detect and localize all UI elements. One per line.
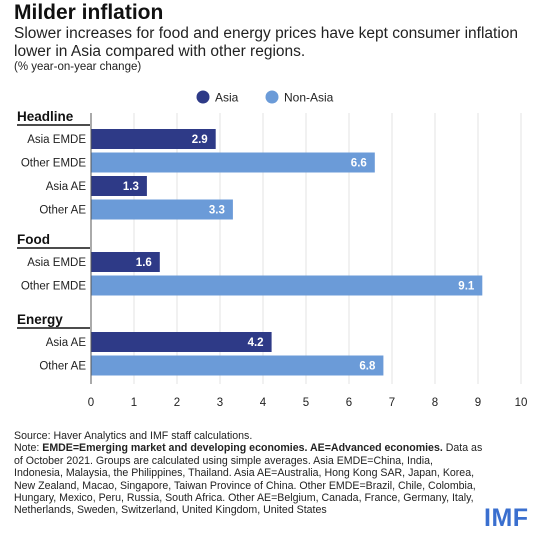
- x-tick-label: 7: [389, 397, 395, 409]
- bar-food-asia-emde: [91, 252, 160, 272]
- legend-label-non-asia: Non-Asia: [284, 91, 334, 105]
- category-label: Asia EMDE: [27, 257, 86, 269]
- data-label: 3.3: [209, 205, 225, 217]
- imf-logo: IMF: [484, 504, 529, 532]
- x-tick-label: 8: [432, 397, 438, 409]
- bar-chart: Asia Non-Asia Headline Asia EMDE 2.9 Other EM…: [17, 90, 528, 409]
- note-text: Note: EMDE=Emerging market and developin…: [14, 442, 484, 516]
- category-label: Other EMDE: [21, 281, 87, 293]
- data-label: 9.1: [458, 281, 475, 293]
- x-tick-label: 2: [174, 397, 180, 409]
- category-label: Other AE: [39, 205, 86, 217]
- bar-energy-other-ae: [91, 355, 384, 376]
- legend-marker-asia: [196, 90, 210, 104]
- data-label: 6.8: [359, 361, 376, 373]
- chart-footer: Source: Haver Analytics and IMF staff ca…: [14, 430, 484, 517]
- category-label: Asia AE: [46, 337, 87, 349]
- x-tick-label: 4: [260, 397, 267, 409]
- category-label: Asia EMDE: [27, 134, 86, 146]
- chart-subtitle: Slower increases for food and energy pri…: [14, 25, 519, 60]
- group-label-food: Food: [17, 232, 50, 247]
- x-tick-label: 5: [303, 397, 309, 409]
- category-label: Other EMDE: [21, 158, 87, 170]
- x-tick-label: 0: [88, 397, 94, 409]
- chart-title: Milder inflation: [14, 1, 164, 24]
- data-label: 4.2: [248, 337, 264, 349]
- x-tick-label: 9: [475, 397, 481, 409]
- bar-headline-asia-emde: [91, 129, 216, 149]
- bar-headline-other-ae: [91, 199, 233, 220]
- legend-marker-non-asia: [265, 90, 279, 104]
- x-tick-label: 6: [346, 397, 352, 409]
- category-label: Asia AE: [46, 181, 87, 193]
- bar-headline-other-emde: [91, 152, 375, 173]
- source-note: Source: Haver Analytics and IMF staff ca…: [14, 430, 253, 442]
- x-tick-label: 3: [217, 397, 223, 409]
- data-label: 1.3: [123, 181, 139, 193]
- category-label: Other AE: [39, 361, 86, 373]
- legend-label-asia: Asia: [215, 91, 239, 105]
- bar-headline-asia-ae: [91, 176, 147, 196]
- note-details: Data as of October 2021. Groups are calc…: [14, 442, 483, 517]
- group-label-headline: Headline: [17, 109, 74, 124]
- bar-food-other-emde: [91, 275, 483, 296]
- unit-label: (% year-on-year change): [14, 61, 142, 73]
- x-tick-label: 10: [515, 397, 528, 409]
- data-label: 2.9: [192, 134, 208, 146]
- data-label: 6.6: [351, 158, 367, 170]
- x-tick-label: 1: [131, 397, 137, 409]
- data-label: 1.6: [136, 257, 152, 269]
- bar-energy-asia-ae: [91, 332, 272, 352]
- note-definitions: EMDE=Emerging market and developing econ…: [42, 442, 443, 455]
- group-label-energy: Energy: [17, 312, 63, 327]
- note-prefix: Note:: [14, 442, 43, 455]
